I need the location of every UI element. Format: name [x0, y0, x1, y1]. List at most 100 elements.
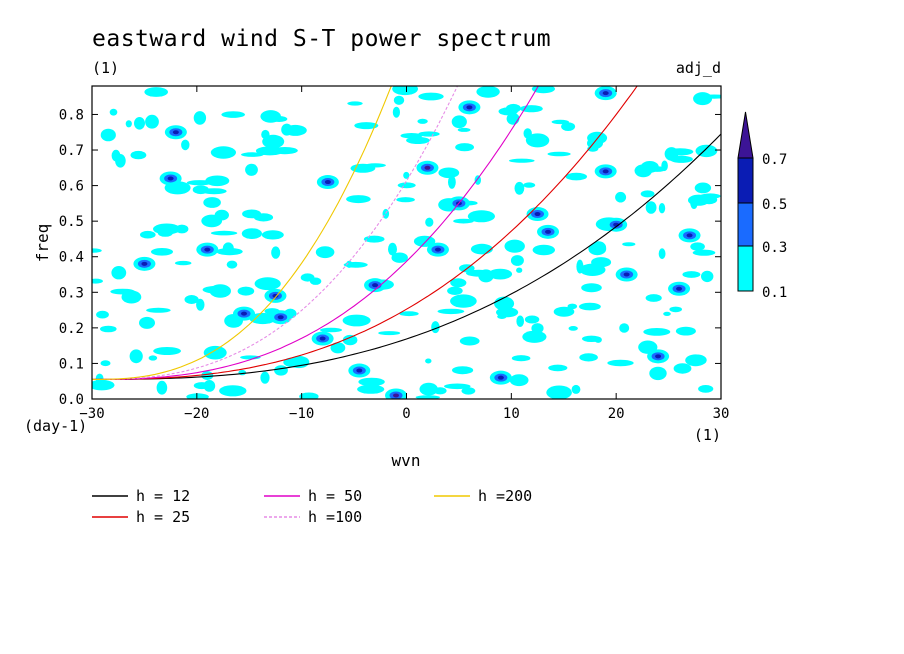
- power-cell: [221, 111, 245, 118]
- power-cell: [510, 255, 524, 266]
- power-cell: [181, 139, 190, 151]
- power-cell: [242, 209, 262, 219]
- power-cell: [148, 355, 158, 361]
- power-cell-peak: [372, 283, 379, 288]
- power-cell: [222, 242, 234, 255]
- power-cell: [397, 182, 416, 189]
- power-cell: [516, 267, 523, 273]
- power-cell: [214, 209, 229, 221]
- power-cell: [509, 374, 529, 387]
- chart-title: eastward wind S-T power spectrum: [92, 26, 551, 52]
- power-cell: [461, 387, 476, 395]
- power-cell: [210, 230, 238, 236]
- power-cell: [619, 323, 630, 333]
- power-cell: [690, 242, 705, 251]
- power-cell: [249, 312, 276, 325]
- power-cell-peak: [497, 375, 504, 380]
- power-cell: [551, 119, 569, 125]
- power-cell: [261, 129, 270, 140]
- run-label: adj_d: [676, 59, 721, 77]
- power-cell-peak: [172, 130, 179, 135]
- power-cell: [701, 195, 718, 205]
- units-left: (1): [92, 59, 119, 77]
- dispersion-curve: [92, 86, 539, 380]
- power-cell: [467, 210, 495, 223]
- power-cell: [130, 150, 147, 160]
- legend-label: h = 25: [136, 508, 190, 526]
- power-cell: [417, 118, 428, 124]
- power-cell-peak: [602, 169, 609, 174]
- power-cell: [579, 353, 598, 362]
- dispersion-curve: [92, 86, 638, 380]
- power-cell: [645, 201, 657, 214]
- power-cell: [579, 302, 601, 311]
- power-cell: [186, 393, 209, 399]
- power-cell: [591, 241, 607, 254]
- power-cell-peak: [623, 272, 630, 277]
- power-cell: [531, 323, 544, 334]
- power-cell: [111, 266, 127, 280]
- power-cell: [274, 365, 288, 376]
- power-cell-peak: [686, 233, 693, 238]
- x-tick-label: 0: [402, 406, 410, 422]
- power-cell: [201, 371, 214, 380]
- power-cell-peak: [393, 393, 400, 398]
- power-cell: [364, 163, 386, 168]
- power-cell: [452, 366, 474, 375]
- power-cell: [568, 326, 578, 331]
- power-cell: [271, 147, 298, 155]
- x-tick-label: −30: [79, 406, 104, 422]
- dispersion-curve: [92, 86, 459, 380]
- power-cell: [193, 111, 207, 125]
- power-cell: [342, 314, 371, 327]
- power-cell: [400, 133, 423, 139]
- power-cell: [663, 311, 671, 316]
- power-cell: [237, 286, 255, 296]
- power-cell: [693, 92, 713, 106]
- power-cell: [299, 392, 319, 399]
- power-cell: [196, 298, 205, 311]
- power-cell: [476, 86, 500, 98]
- power-cell: [115, 154, 126, 168]
- power-cell-peak: [676, 286, 683, 291]
- power-cell: [186, 180, 213, 186]
- power-cell-peak: [324, 180, 331, 185]
- power-cell: [145, 114, 159, 129]
- y-tick-label: 0.1: [59, 356, 84, 372]
- x-tick-label: −10: [289, 406, 314, 422]
- power-cell: [175, 260, 192, 266]
- power-cell: [238, 369, 247, 376]
- power-cell: [645, 294, 662, 302]
- power-cell: [667, 148, 694, 156]
- power-cell: [565, 172, 587, 181]
- power-cell: [378, 331, 401, 336]
- legend-label: h = 50: [308, 487, 362, 505]
- power-cell: [553, 306, 575, 317]
- plot-background: [92, 86, 721, 399]
- power-cell: [144, 87, 168, 97]
- power-cell: [125, 120, 132, 128]
- power-cell: [358, 377, 385, 387]
- power-cell-peak: [466, 105, 473, 110]
- power-cell: [320, 327, 342, 333]
- power-cell: [201, 188, 227, 195]
- power-cell: [523, 128, 532, 139]
- dispersion-curve: [92, 133, 721, 380]
- power-cell: [260, 371, 270, 384]
- power-cell: [347, 101, 363, 106]
- power-cell: [507, 113, 520, 123]
- power-cell: [254, 277, 281, 291]
- power-cell: [140, 230, 156, 239]
- power-cell-peak: [241, 311, 248, 316]
- power-cell: [444, 383, 471, 390]
- power-cell: [203, 197, 221, 208]
- power-cell: [226, 260, 238, 269]
- power-cell: [607, 359, 634, 367]
- power-cell: [153, 347, 182, 355]
- colorbar-segment: [737, 245, 754, 292]
- power-cell: [594, 336, 602, 343]
- power-cell: [300, 273, 315, 282]
- power-cell: [433, 387, 447, 395]
- power-cell: [392, 106, 400, 118]
